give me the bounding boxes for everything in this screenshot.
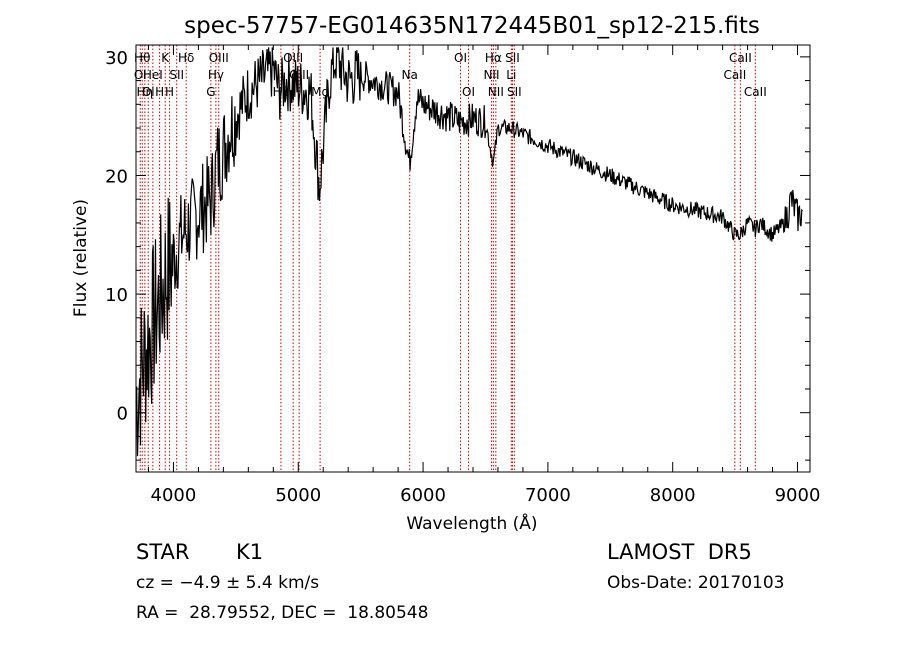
line-label-26: CaII — [723, 68, 746, 82]
line-label-21: Hα — [485, 51, 502, 65]
line-label-16: Mg — [311, 85, 329, 99]
line-label-6: K — [161, 51, 170, 65]
line-label-5: H — [155, 85, 164, 99]
line-label-0: Ol — [134, 68, 147, 82]
line-label-12: OIII — [209, 51, 229, 65]
survey-label: LAMOST DR5 — [607, 540, 752, 564]
spectral-line-labels: OlHθHηOlHeIHKHSIIHδGHγOIIIHβOIIIOIIIMgNa… — [134, 51, 767, 99]
line-label-10: G — [206, 85, 215, 99]
coordinates: RA = 28.79552, DEC = 18.80548 — [136, 603, 429, 623]
obs-date: Obs-Date: 20170103 — [607, 573, 785, 593]
line-label-17: Na — [402, 68, 418, 82]
line-label-22: NII — [488, 85, 504, 99]
line-label-18: OI — [454, 51, 467, 65]
line-label-11: Hγ — [208, 68, 224, 82]
line-label-19: OI — [462, 85, 475, 99]
line-label-9: Hδ — [178, 51, 194, 65]
chart-title: spec-57757-EG014635N172445B01_sp12-215.f… — [184, 13, 760, 39]
x-axis-label: Wavelength (Å) — [406, 512, 537, 534]
line-label-23: Li — [506, 68, 516, 82]
y-tick-label-3: 30 — [105, 48, 128, 69]
line-label-27: CaII — [729, 51, 752, 65]
x-axis-ticks: 4000 5000 6000 7000 8000 9000 — [147, 45, 821, 506]
x-tick-label-0: 4000 — [151, 485, 197, 506]
x-tick-label-1: 5000 — [275, 485, 321, 506]
x-tick-label-3: 7000 — [525, 485, 571, 506]
y-tick-label-0: 0 — [117, 404, 128, 425]
spectrum-line — [135, 47, 803, 457]
line-label-25: SII — [507, 85, 522, 99]
y-axis-label: Flux (relative) — [71, 199, 91, 317]
line-label-28: CaII — [744, 85, 767, 99]
line-label-14: OIII — [283, 51, 303, 65]
line-label-8: SII — [169, 68, 184, 82]
line-label-2: Hη — [137, 85, 154, 99]
x-tick-label-4: 8000 — [650, 485, 696, 506]
y-tick-label-1: 10 — [105, 285, 128, 306]
x-tick-label-5: 9000 — [775, 485, 821, 506]
object-subclass: K1 — [236, 540, 264, 564]
line-label-20: NII — [483, 68, 499, 82]
redshift-text: cz = −4.9 ± 5.4 km/s — [136, 573, 320, 593]
line-label-24: SII — [505, 51, 520, 65]
object-class: STAR — [136, 540, 190, 564]
line-label-3: Ol — [142, 85, 155, 99]
x-tick-label-2: 6000 — [400, 485, 446, 506]
y-tick-label-2: 20 — [105, 166, 128, 187]
line-label-4: HeI — [143, 68, 163, 82]
line-label-1: Hθ — [134, 51, 150, 65]
line-label-7: H — [165, 85, 174, 99]
y-axis-ticks: 0 10 20 30 — [105, 48, 810, 461]
